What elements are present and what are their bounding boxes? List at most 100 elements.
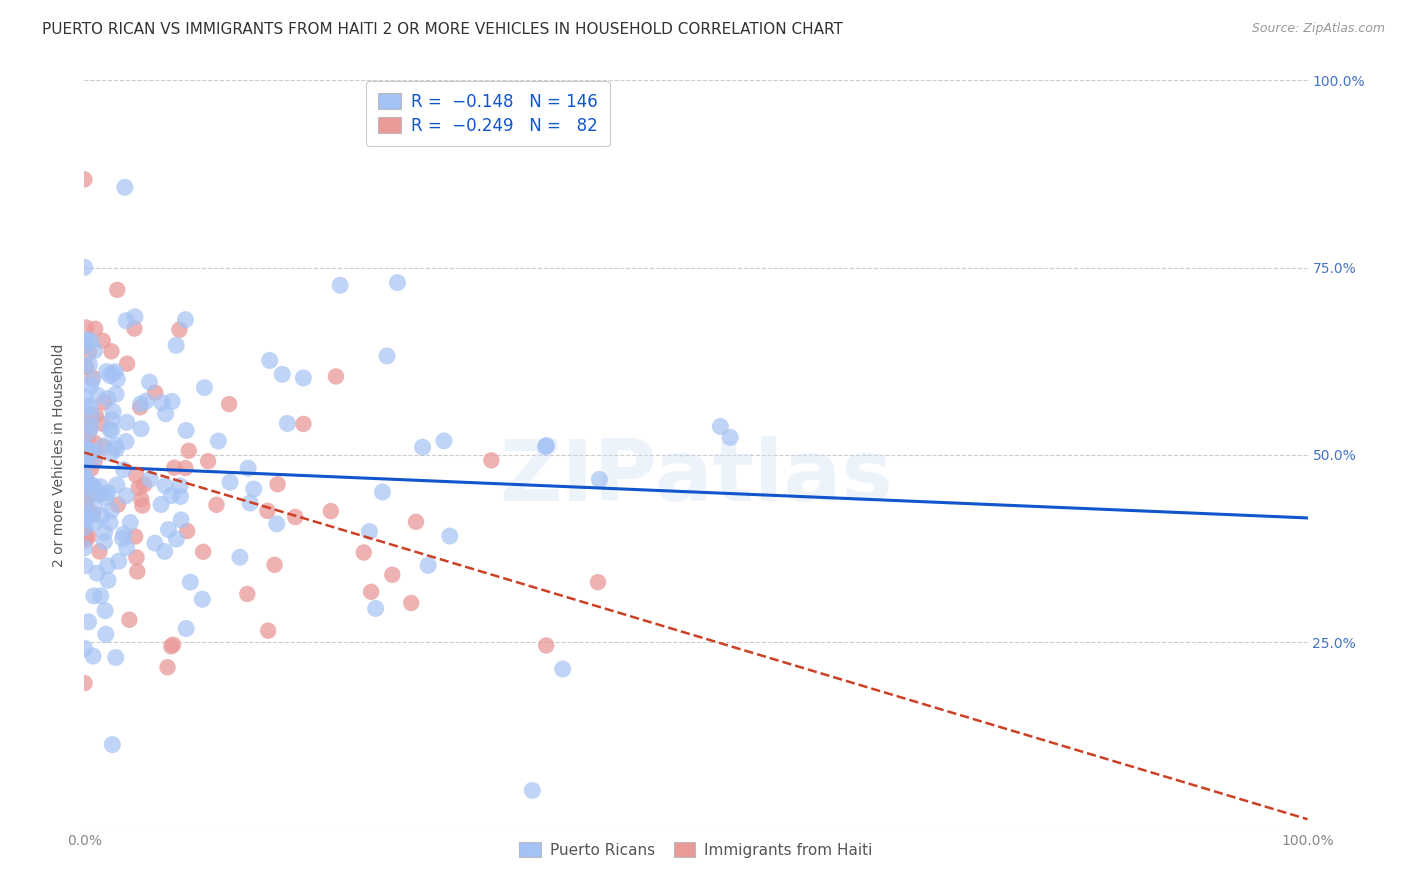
Point <box>80 419 103 434</box>
Point <box>588 473 610 487</box>
Point <box>79 379 101 393</box>
Point <box>153 544 176 558</box>
Point <box>104 650 127 665</box>
Point <box>319 504 342 518</box>
Point <box>115 489 138 503</box>
Point <box>193 381 215 395</box>
Point <box>125 468 148 483</box>
Point <box>433 434 456 448</box>
Point <box>150 395 173 409</box>
Point <box>325 369 347 384</box>
Point <box>91 417 114 431</box>
Point <box>131 499 153 513</box>
Point <box>143 536 166 550</box>
Point <box>73 676 96 690</box>
Point <box>75 507 97 521</box>
Point <box>236 587 259 601</box>
Point <box>80 400 103 414</box>
Point <box>405 515 427 529</box>
Point <box>101 423 124 437</box>
Point <box>276 417 298 431</box>
Point <box>79 487 101 501</box>
Point <box>229 550 252 565</box>
Point <box>329 278 352 293</box>
Point <box>105 387 128 401</box>
Point <box>80 461 103 475</box>
Point <box>284 510 307 524</box>
Text: Source: ZipAtlas.com: Source: ZipAtlas.com <box>1251 22 1385 36</box>
Point <box>176 524 198 538</box>
Point <box>163 460 186 475</box>
Point <box>73 172 96 186</box>
Point <box>75 320 97 334</box>
Point <box>93 439 115 453</box>
Point <box>127 565 149 579</box>
Point <box>79 421 101 435</box>
Point <box>115 415 138 429</box>
Point <box>375 349 398 363</box>
Point <box>75 448 97 462</box>
Point <box>101 413 124 427</box>
Point <box>129 492 152 507</box>
Point <box>79 425 101 439</box>
Point <box>73 338 96 352</box>
Point <box>77 529 100 543</box>
Point <box>90 589 112 603</box>
Point <box>174 424 197 438</box>
Point <box>155 407 177 421</box>
Point <box>73 458 96 473</box>
Point <box>73 493 96 508</box>
Point <box>73 529 96 543</box>
Point <box>191 592 214 607</box>
Point <box>77 615 100 629</box>
Point <box>75 389 97 403</box>
Point <box>83 450 105 464</box>
Point <box>115 541 138 555</box>
Point <box>162 638 184 652</box>
Point <box>83 343 105 358</box>
Point <box>718 430 741 444</box>
Point <box>174 622 197 636</box>
Point <box>75 496 97 510</box>
Point <box>73 334 96 348</box>
Point <box>534 440 557 454</box>
Point <box>353 545 375 559</box>
Point <box>263 558 285 572</box>
Point <box>101 404 124 418</box>
Point <box>522 783 544 797</box>
Point <box>266 477 288 491</box>
Point <box>191 545 214 559</box>
Text: ZIPatlas: ZIPatlas <box>499 436 893 519</box>
Point <box>90 480 112 494</box>
Point <box>360 584 382 599</box>
Point <box>381 567 404 582</box>
Point <box>179 575 201 590</box>
Point <box>73 461 96 475</box>
Point <box>387 276 409 290</box>
Point <box>93 525 115 540</box>
Point <box>418 558 440 573</box>
Point <box>236 461 259 475</box>
Point <box>129 422 152 436</box>
Point <box>97 574 120 588</box>
Point <box>115 434 138 449</box>
Point <box>534 639 557 653</box>
Point <box>177 443 200 458</box>
Point <box>73 358 96 372</box>
Point <box>77 442 100 457</box>
Point <box>371 485 394 500</box>
Point <box>80 334 103 348</box>
Point <box>83 444 105 458</box>
Point <box>160 488 183 502</box>
Point <box>86 566 108 581</box>
Y-axis label: 2 or more Vehicles in Household: 2 or more Vehicles in Household <box>52 343 66 566</box>
Point <box>87 487 110 501</box>
Point <box>84 408 107 422</box>
Point <box>135 394 157 409</box>
Point <box>101 738 124 752</box>
Point <box>118 613 141 627</box>
Point <box>83 435 105 450</box>
Point <box>97 485 120 500</box>
Point <box>94 604 117 618</box>
Point <box>112 463 135 477</box>
